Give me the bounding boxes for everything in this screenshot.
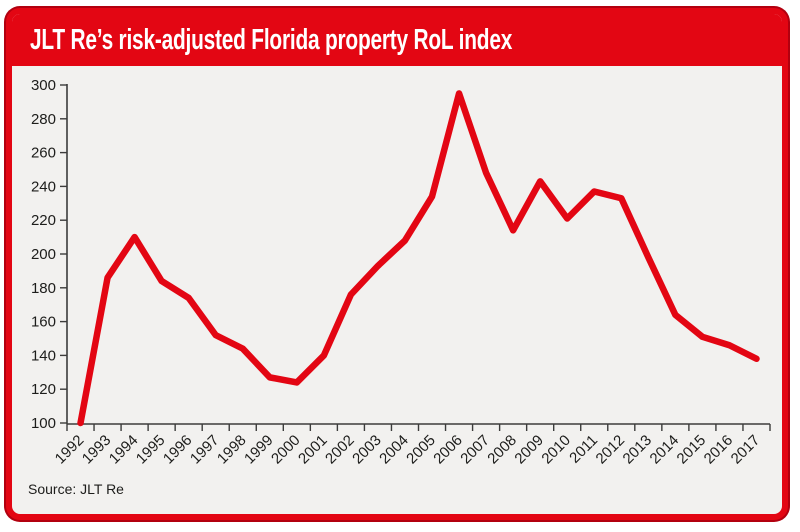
chart-title: JLT Re’s risk-adjusted Florida property … — [30, 23, 513, 56]
chart-card: JLT Re’s risk-adjusted Florida property … — [6, 8, 788, 520]
chart-header: JLT Re’s risk-adjusted Florida property … — [12, 14, 782, 66]
source-note: Source: JLT Re — [28, 481, 124, 497]
